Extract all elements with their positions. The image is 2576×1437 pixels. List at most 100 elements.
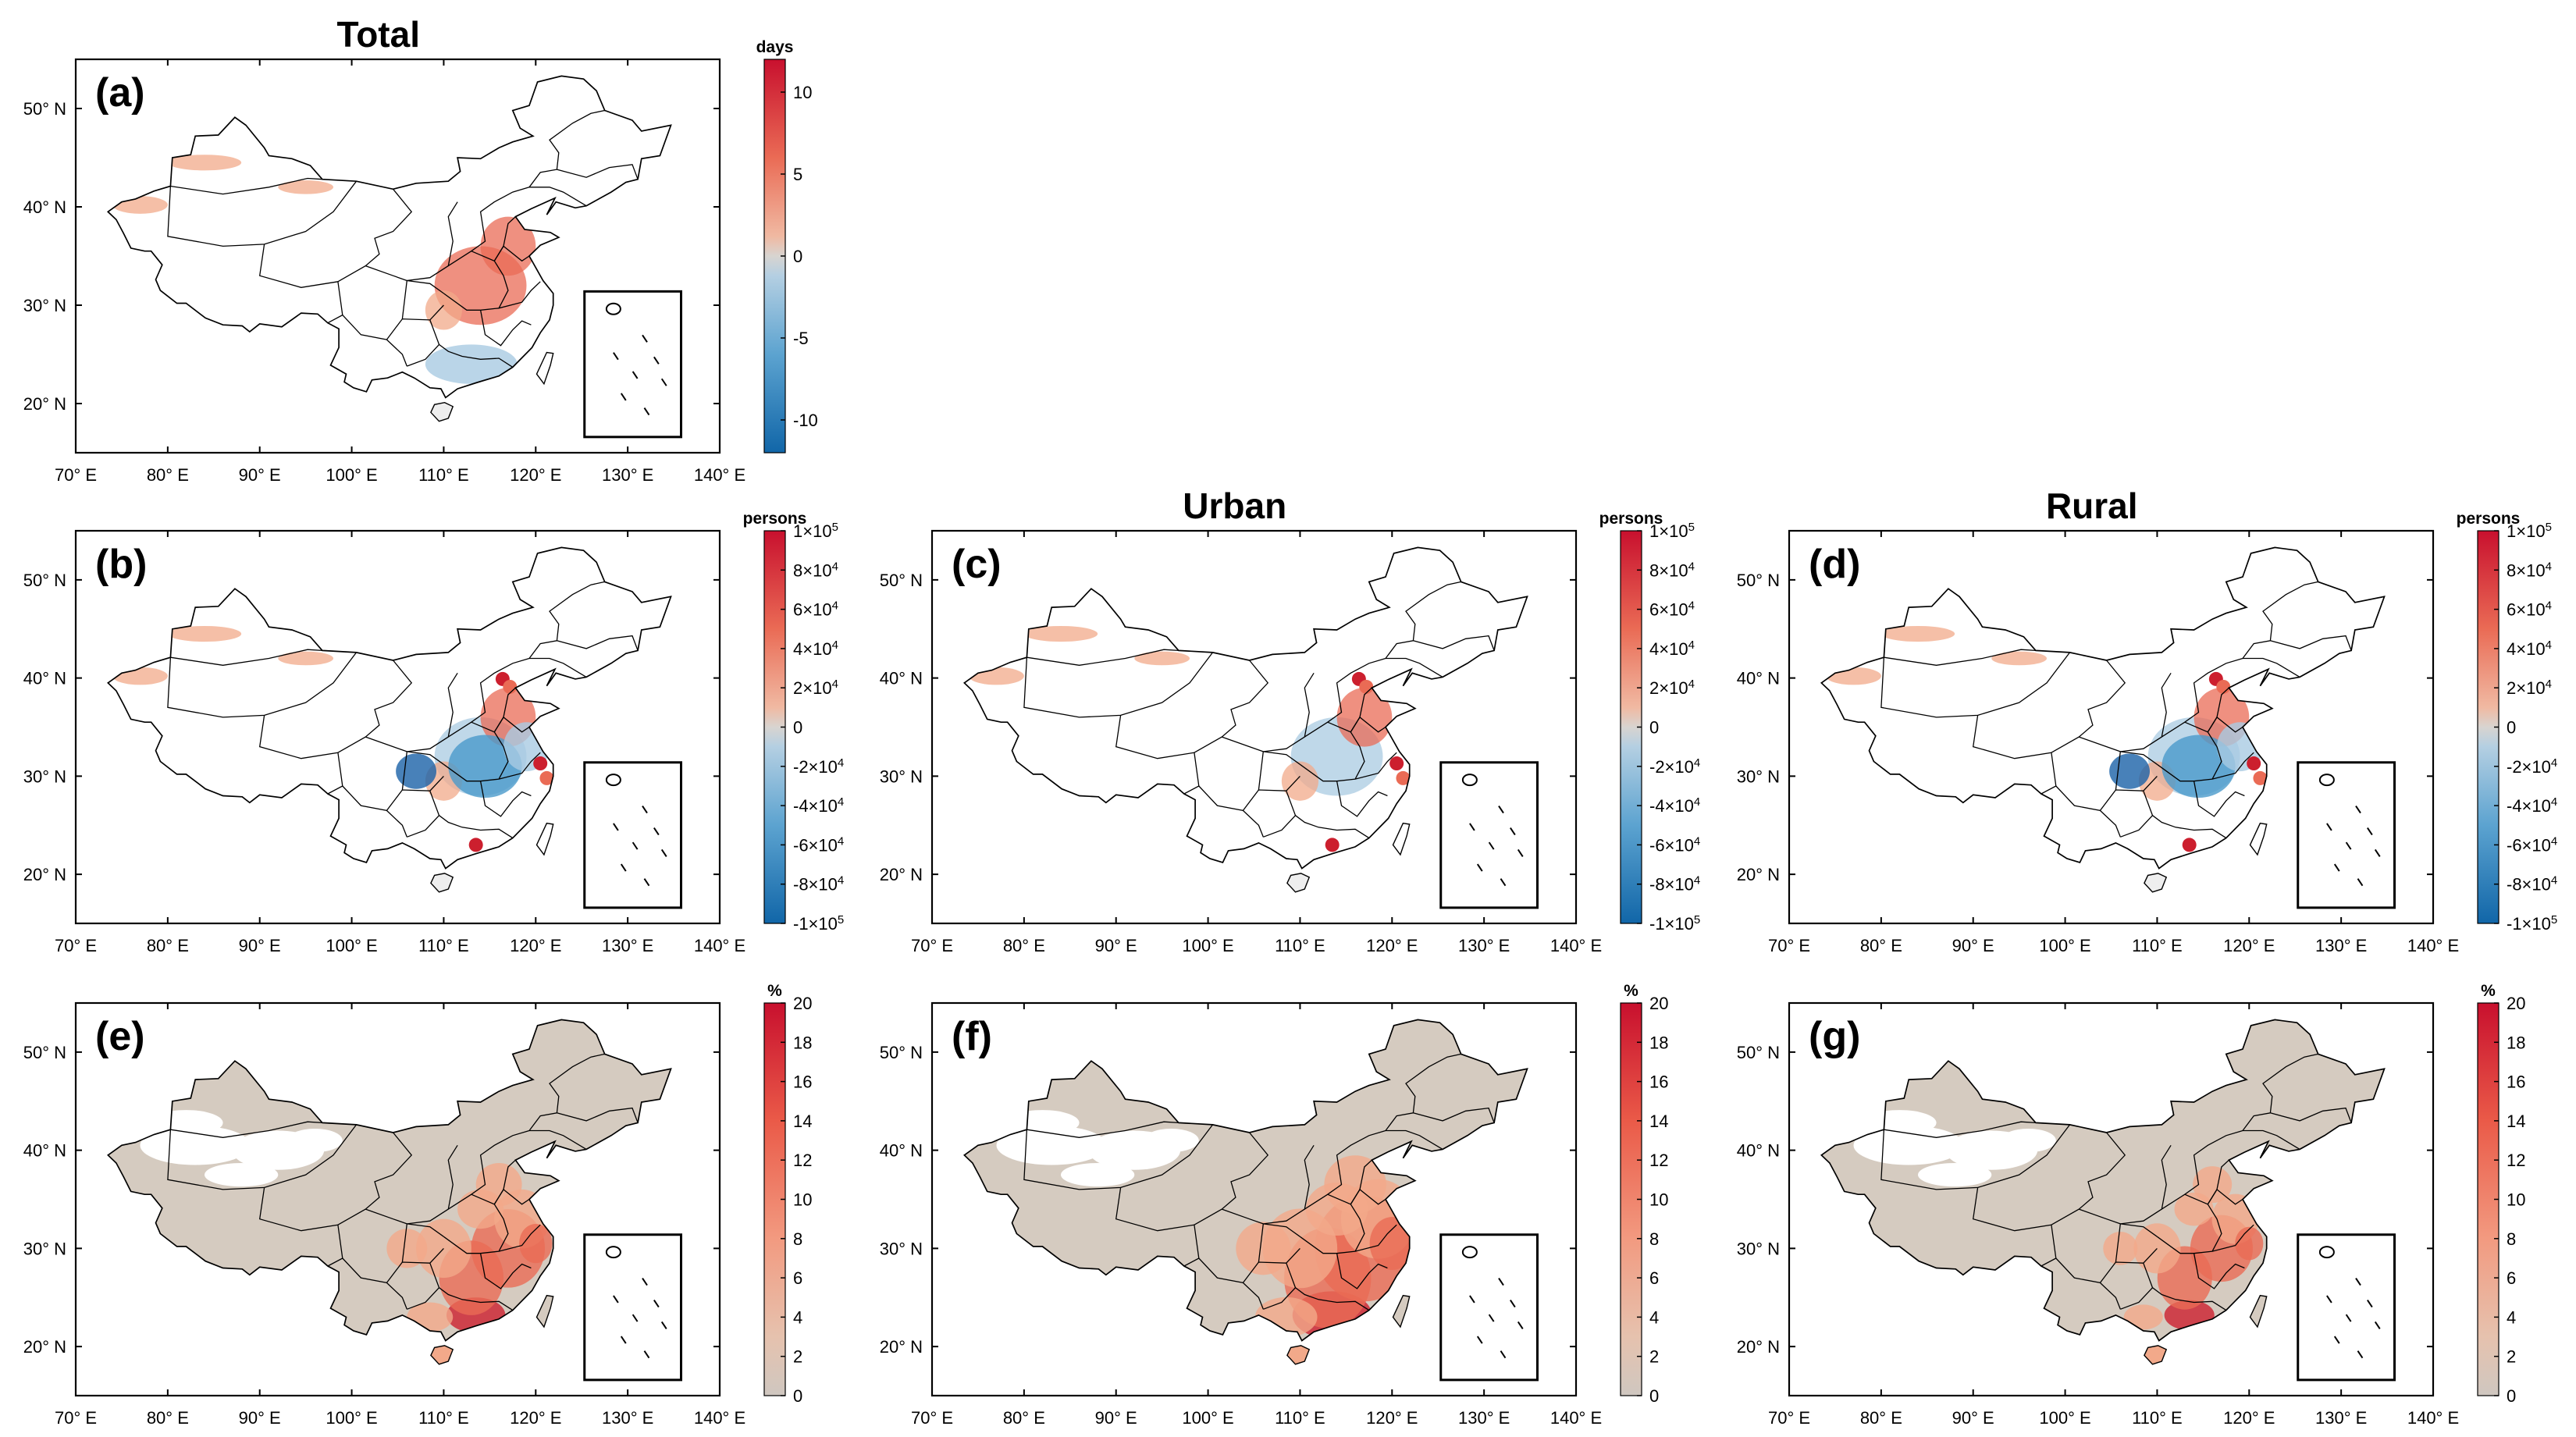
inset-dash-line [2357, 1350, 2364, 1359]
y-tick-label: 20° N [880, 1337, 923, 1357]
x-tick-label: 100° E [2039, 936, 2090, 955]
y-tick-label: 30° N [23, 767, 66, 786]
inset-dash-line [642, 1278, 648, 1286]
y-tick-label: 40° N [1737, 1141, 1780, 1161]
x-tick-label: 110° E [2132, 1408, 2183, 1428]
colorbar-tick-label: 2 [793, 1347, 802, 1367]
value-cell [2123, 1304, 2163, 1330]
colorbar-tick-label: 14 [2507, 1112, 2525, 1131]
value-cell [1236, 1222, 1291, 1275]
colorbar-tick-label: -2×104 [2507, 756, 2557, 777]
south-china-sea-inset [583, 1233, 682, 1382]
colorbar-tick-label: 4×104 [793, 638, 838, 659]
no-data-region [205, 1162, 279, 1187]
province-boundary [2243, 1129, 2300, 1150]
colorbar-tick-label: 8 [793, 1229, 802, 1249]
hainan-island [2144, 873, 2168, 893]
no-data-region [1918, 1162, 1992, 1187]
province-boundary [2193, 1253, 2245, 1289]
province-boundary [2270, 635, 2352, 651]
province-boundary [1884, 649, 2036, 666]
y-tick-label: 40° N [1737, 669, 1780, 688]
value-cell [2216, 679, 2231, 694]
inset-dash-line [1488, 841, 1495, 850]
inset-island [2318, 774, 2335, 787]
inset-dash-line [643, 407, 650, 416]
province-boundary [1972, 1187, 2057, 1267]
south-china-sea-inset [2297, 761, 2396, 909]
colorbar-tick-label: 14 [1649, 1112, 1668, 1131]
x-tick-label: 140° E [2407, 1408, 2459, 1428]
inset-dash-line [2355, 806, 2361, 814]
colorbar-tick-label: 8×104 [793, 560, 838, 580]
x-tick-label: 140° E [1550, 1408, 1602, 1428]
south-china-sea-inset [1439, 1233, 1539, 1382]
colorbar-tick-label: 2 [1649, 1347, 1659, 1367]
value-cell [2109, 753, 2151, 789]
colorbar-tick-label: 5 [793, 165, 802, 184]
x-tick-label: 120° E [510, 936, 561, 955]
colorbar-tick-label: -2×104 [793, 756, 844, 777]
taiwan-island [535, 1294, 554, 1329]
colorbar-tick-label: 18 [1649, 1033, 1668, 1052]
province-boundary [2270, 1107, 2352, 1123]
hainan-island [1286, 873, 1311, 893]
province-boundary [1884, 1121, 2036, 1138]
x-tick-label: 130° E [2315, 1408, 2367, 1428]
y-tick-label: 20° N [23, 865, 66, 884]
colorbar-tick-label: -2×104 [1649, 756, 1700, 777]
x-tick-label: 100° E [326, 936, 377, 955]
inset-dash-line [1498, 806, 1504, 814]
y-tick-label: 50° N [1737, 1043, 1780, 1062]
x-tick-label: 140° E [694, 1408, 745, 1428]
province-boundary [386, 775, 444, 811]
value-cell [1389, 756, 1404, 771]
colorbar-tick-label: 1×105 [793, 521, 838, 541]
colorbar-tick-label: 0 [2507, 718, 2516, 738]
colorbar-tick-label: 0 [1649, 718, 1659, 738]
province-boundary [528, 109, 605, 188]
y-tick-label: 40° N [23, 669, 66, 688]
inset-dash-line [613, 823, 619, 831]
y-tick-label: 50° N [23, 571, 66, 590]
province-boundary [1385, 1053, 1461, 1131]
x-tick-label: 110° E [2132, 936, 2183, 955]
x-tick-label: 70° E [1768, 1408, 1810, 1428]
panel-d: 70° E 80° E 90° E 100° E 110° E 120° E 130° E 1… [1737, 486, 2558, 955]
colorbar-tick-label: -8×104 [793, 874, 844, 895]
colorbar-tick-label: 12 [2507, 1151, 2525, 1170]
panel-a: 70° E 80° E 90° E 100° E 110° E 120° E 130° E 1… [23, 14, 818, 485]
y-tick-label: 20° N [880, 865, 923, 884]
colorbar-tick-label: 4×104 [1649, 638, 1695, 659]
value-cell [396, 753, 436, 789]
colorbar-tick-label: 10 [1649, 1190, 1668, 1210]
province-boundary [557, 1107, 639, 1123]
province-boundary [1263, 1287, 1296, 1310]
inset-island [605, 1246, 621, 1259]
x-tick-label: 70° E [1768, 936, 1810, 955]
x-tick-label: 80° E [1860, 936, 1902, 955]
value-cell [503, 679, 518, 694]
inset-dash-line [660, 848, 667, 857]
country-outline [106, 1019, 672, 1342]
colorbar-tick-label: 2 [2507, 1347, 2516, 1367]
inset-island [2318, 1246, 2335, 1259]
panel-title: Rural [2046, 486, 2138, 526]
inset-dash-line [1500, 878, 1507, 887]
inset-dash-line [2367, 1299, 2373, 1308]
value-cell [278, 180, 333, 194]
province-boundary [529, 187, 587, 207]
colorbar-unit: % [2481, 982, 2496, 1000]
province-boundary [2099, 775, 2158, 811]
colorbar-tick-label: 4 [793, 1307, 802, 1327]
value-cell [1023, 625, 1098, 642]
colorbar-tick-label: -5 [793, 329, 809, 348]
value-cell [457, 1189, 504, 1229]
y-tick-label: 20° N [23, 1337, 66, 1357]
province-boundary [471, 1159, 516, 1205]
y-tick-label: 30° N [1737, 1239, 1780, 1258]
colorbar-tick-label: 4 [2507, 1307, 2516, 1327]
hainan-island [430, 401, 454, 422]
inset-dash-line [1510, 1299, 1516, 1308]
inset-island [1461, 774, 1478, 787]
